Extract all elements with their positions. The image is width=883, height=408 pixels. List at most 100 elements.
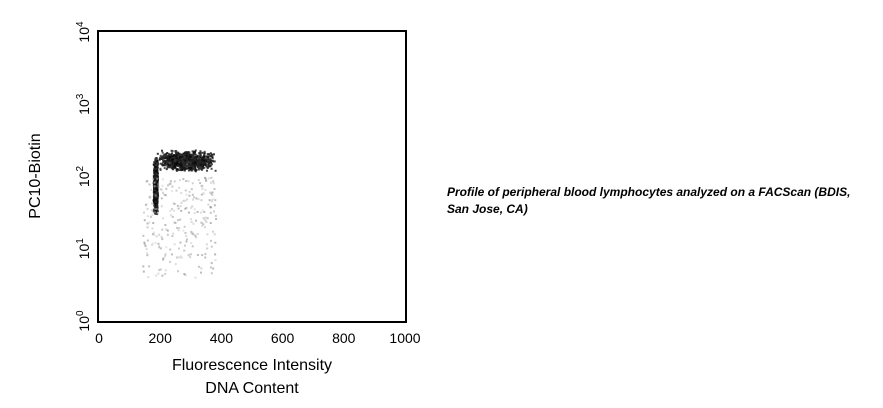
data-point: [175, 169, 178, 172]
data-point: [207, 161, 210, 164]
data-point: [205, 221, 208, 223]
data-point: [169, 161, 172, 163]
data-point: [173, 159, 176, 162]
data-point: [170, 214, 173, 217]
y-axis-title: PC10-Biotin: [27, 133, 44, 218]
x-tick-label: 0: [95, 330, 103, 346]
data-point: [180, 192, 183, 195]
data-point: [162, 217, 164, 220]
data-point: [211, 159, 214, 162]
data-point: [176, 168, 179, 170]
data-point: [184, 232, 187, 234]
data-point: [185, 193, 188, 196]
data-point: [153, 233, 156, 236]
data-point: [205, 243, 208, 246]
data-point: [158, 158, 161, 161]
data-point: [155, 178, 157, 180]
data-point: [153, 211, 156, 214]
data-point: [155, 192, 158, 195]
data-point: [164, 163, 167, 166]
data-point: [186, 151, 189, 154]
data-point: [152, 233, 154, 236]
data-point: [158, 246, 161, 249]
data-point: [172, 202, 175, 205]
data-point: [170, 149, 173, 152]
data-point: [183, 164, 186, 167]
data-point: [160, 156, 163, 159]
data-point: [161, 178, 164, 181]
data-point: [163, 167, 166, 170]
data-point: [156, 162, 159, 165]
data-point: [173, 167, 176, 169]
data-point: [153, 190, 156, 193]
data-point: [168, 159, 171, 162]
data-point: [164, 273, 167, 275]
data-point: [205, 180, 208, 182]
data-point: [209, 152, 212, 155]
data-point: [160, 197, 163, 200]
data-point: [185, 167, 188, 170]
data-point: [212, 180, 215, 183]
data-point: [183, 249, 186, 252]
data-point: [163, 164, 166, 167]
data-point: [190, 158, 193, 161]
data-point: [175, 157, 178, 160]
data-point: [175, 150, 178, 153]
data-point: [191, 165, 194, 168]
data-point: [177, 151, 180, 154]
data-point: [178, 179, 181, 182]
data-point: [143, 243, 146, 246]
data-point: [204, 253, 207, 256]
data-point: [190, 206, 193, 209]
x-tick-label: 800: [332, 330, 356, 346]
data-point: [191, 245, 194, 248]
data-point: [183, 169, 186, 172]
data-point: [214, 214, 217, 217]
data-point: [210, 192, 213, 195]
data-point: [190, 167, 193, 169]
data-point: [156, 197, 159, 199]
data-point: [209, 161, 212, 164]
y-tick-label: 103: [75, 93, 92, 115]
data-point: [168, 183, 171, 186]
data-point: [159, 268, 162, 271]
data-point: [206, 247, 209, 250]
data-point: [187, 155, 190, 158]
data-point: [149, 196, 151, 199]
data-point: [204, 256, 207, 259]
data-point: [197, 163, 200, 166]
data-point: [155, 179, 158, 182]
data-point: [173, 209, 176, 212]
data-point: [203, 152, 206, 155]
data-point: [191, 205, 194, 208]
data-point: [203, 150, 206, 153]
data-point: [182, 152, 185, 155]
data-point: [209, 211, 212, 214]
data-point: [156, 211, 159, 214]
data-point: [194, 276, 197, 279]
data-point: [195, 219, 197, 222]
data-point: [193, 212, 196, 215]
data-point: [163, 156, 166, 159]
data-point: [187, 157, 190, 159]
data-point: [201, 160, 204, 163]
data-point: [199, 211, 202, 214]
data-point: [213, 210, 215, 213]
data-point: [149, 215, 152, 218]
data-point: [207, 156, 210, 159]
data-point: [206, 233, 209, 236]
data-point: [184, 168, 186, 170]
data-point: [178, 247, 180, 250]
data-point: [194, 170, 197, 173]
data-point: [180, 153, 183, 156]
data-point: [193, 196, 195, 199]
data-point: [155, 207, 158, 210]
data-point: [200, 163, 202, 166]
data-point: [201, 254, 204, 257]
data-point: [147, 276, 150, 279]
data-point: [204, 219, 207, 222]
data-point: [204, 189, 207, 191]
data-point: [203, 166, 206, 169]
data-point: [150, 244, 153, 246]
data-point: [161, 228, 164, 231]
